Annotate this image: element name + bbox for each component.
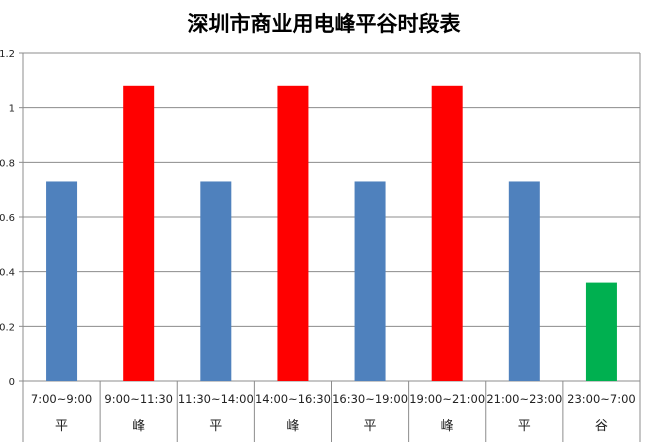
y-tick-label: 1.2 [0, 49, 15, 60]
y-tick-label: 0.6 [0, 213, 15, 224]
bar [46, 181, 78, 381]
bar [200, 181, 232, 381]
x-group-label: 平 [209, 419, 222, 434]
x-tick-label: 7:00~9:00 [31, 392, 92, 406]
x-group-label: 平 [518, 419, 531, 434]
y-tick-label: 0.4 [0, 268, 15, 279]
x-tick-label: 14:00~16:30 [255, 392, 331, 406]
y-tick-label: 1 [9, 104, 15, 115]
y-tick-label: 0.8 [0, 158, 15, 169]
bar [277, 85, 309, 382]
x-tick-label: 21:00~23:00 [486, 392, 562, 406]
x-group-label: 平 [364, 419, 377, 434]
x-tick-label: 23:00~7:00 [567, 392, 636, 406]
x-group-label: 峰 [132, 419, 145, 434]
bar [431, 85, 463, 382]
bar [508, 181, 540, 381]
x-group-label: 峰 [441, 419, 454, 434]
x-tick-label: 19:00~21:00 [409, 392, 485, 406]
x-tick-label: 16:30~19:00 [332, 392, 408, 406]
bar [123, 85, 155, 382]
x-group-label: 谷 [595, 419, 608, 434]
bar [585, 282, 617, 381]
x-tick-label: 9:00~11:30 [104, 392, 173, 406]
chart-title: 深圳市商业用电峰平谷时段表 [187, 11, 461, 36]
x-group-label: 平 [55, 419, 68, 434]
y-tick-label: 0.2 [0, 322, 15, 333]
y-tick-label: 0 [9, 377, 15, 388]
bar [354, 181, 386, 381]
x-tick-label: 11:30~14:00 [178, 392, 254, 406]
x-group-label: 峰 [286, 419, 299, 434]
